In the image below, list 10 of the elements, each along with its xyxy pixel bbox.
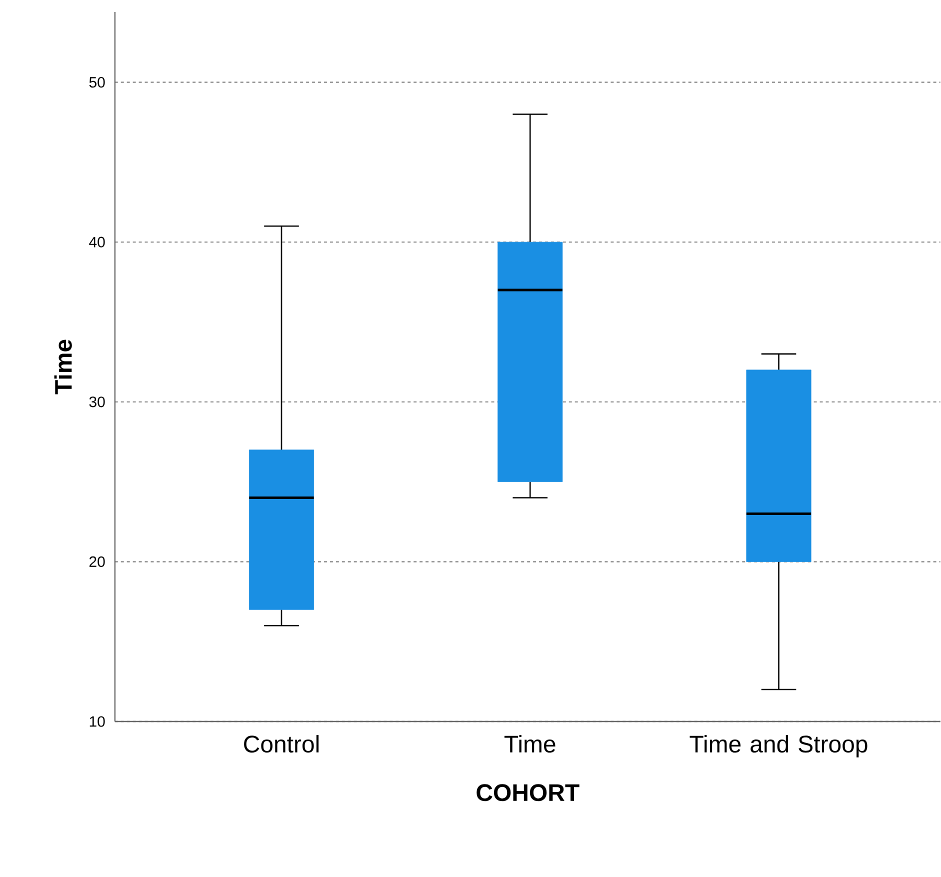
y-tick-label: 40 bbox=[89, 236, 105, 248]
x-tick-label: Control bbox=[244, 734, 319, 752]
y-tick-label: 20 bbox=[89, 556, 105, 567]
y-tick-label: 30 bbox=[89, 396, 105, 408]
y-axis-title: Time bbox=[54, 340, 72, 394]
x-axis-title: COHORT bbox=[476, 784, 580, 801]
x-tick-label: Time bbox=[504, 734, 556, 752]
y-tick-label: 50 bbox=[89, 76, 105, 88]
x-tick-label: Time and Stroop bbox=[690, 734, 868, 758]
y-tick-label: 10 bbox=[90, 716, 105, 727]
